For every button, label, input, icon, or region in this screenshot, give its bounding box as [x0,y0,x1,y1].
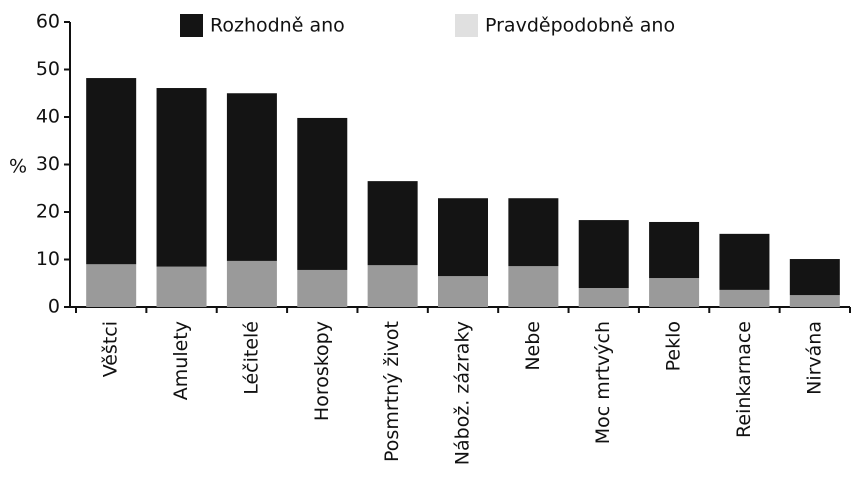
x-tick-label: Amulety [170,321,192,400]
x-tick-label: Peklo [663,321,685,371]
bar-segment [649,278,700,307]
y-tick-label: 60 [36,11,60,33]
bar-segment [367,265,418,307]
x-tick-label: Léčitelé [240,321,262,395]
bar-segment [297,269,348,307]
legend-swatch [180,14,203,37]
bar-segment [719,233,770,290]
x-tick-label: Nábož. zázraky [452,321,474,465]
bar-segment [156,266,207,307]
bar-segment [226,93,277,261]
y-tick-label: 30 [36,153,60,175]
x-tick-label: Věštci [100,321,122,377]
y-tick-label: 0 [48,296,60,318]
bar-segment [578,288,629,307]
legend-label: Rozhodně ano [210,15,345,37]
y-tick-label: 20 [36,201,60,223]
y-tick-label: 50 [36,58,60,80]
bar-segment [297,117,348,270]
x-tick-label: Posmrtný život [381,321,403,462]
legend-label: Pravděpodobně ano [485,15,675,37]
y-tick-label: 40 [36,106,60,128]
x-tick-label: Horoskopy [311,321,333,421]
bar-segment [226,260,277,307]
bar-segment [508,266,559,307]
x-tick-label: Reinkarnace [733,321,755,438]
bar-segment [86,78,137,265]
bar-segment [86,264,137,307]
bar-segment [367,181,418,266]
bar-segment [508,198,559,267]
y-axis-label: % [9,156,27,178]
bar-segment [719,289,770,307]
x-tick-label: Nirvána [803,321,825,395]
bar-segment [438,198,488,277]
bar-segment [438,276,488,307]
legend-swatch [455,14,478,37]
bar-segment [578,220,629,288]
bar-segment [789,259,840,296]
x-tick-label: Moc mrtvých [592,321,614,444]
bar-segment [649,221,700,279]
x-tick-label: Nebe [522,321,544,371]
y-tick-label: 10 [36,248,60,270]
bar-segment [789,295,840,307]
bar-segment [156,88,207,267]
